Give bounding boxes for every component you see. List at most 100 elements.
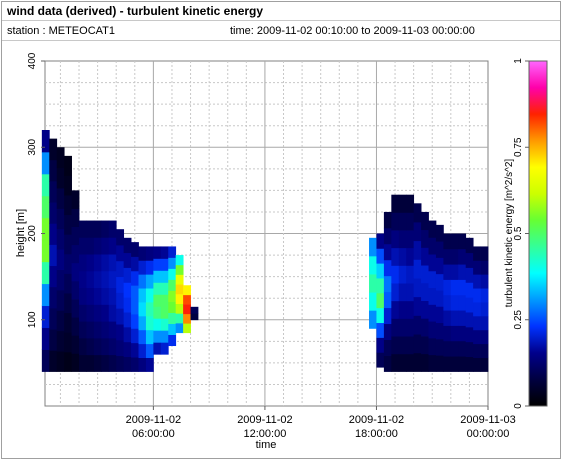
heatmap-cell	[450, 294, 459, 311]
heatmap-cell	[443, 356, 452, 372]
heatmap-cell	[450, 340, 459, 357]
heatmap-cell	[56, 208, 65, 230]
heatmap-cell	[421, 353, 429, 372]
heatmap-cell	[376, 352, 385, 368]
heatmap-cell	[458, 264, 467, 280]
heatmap-cell	[123, 356, 132, 372]
heatmap-cell	[86, 337, 95, 356]
heatmap-cell	[56, 310, 65, 332]
heatmap-cell	[435, 241, 444, 258]
heatmap-cell	[435, 273, 444, 291]
heatmap-cell	[79, 270, 87, 289]
heatmap-cell	[101, 237, 110, 255]
heatmap-cell	[369, 255, 377, 275]
heatmap-cell	[406, 283, 415, 302]
heatmap-cell	[183, 313, 191, 324]
heatmap-cell	[435, 290, 444, 307]
heatmap-cell	[175, 284, 184, 295]
heatmap-cell	[160, 306, 169, 319]
heatmap-cell	[421, 300, 429, 319]
heatmap-cell	[123, 282, 132, 298]
heatmap-cell	[101, 321, 110, 339]
heatmap-cell	[406, 318, 415, 337]
heatmap-cell	[450, 279, 459, 296]
heatmap-cell	[473, 260, 481, 275]
heatmap-cell	[123, 267, 132, 283]
heatmap-cell	[168, 312, 177, 324]
heatmap-cell	[376, 233, 385, 249]
heatmap-cell	[413, 259, 422, 279]
heatmap-cell	[398, 265, 407, 284]
heatmap-cell	[376, 307, 385, 324]
x-axis-label: time	[256, 439, 277, 451]
heatmap-cell	[421, 318, 429, 337]
heatmap-cell	[160, 282, 169, 295]
heatmap-cell	[160, 342, 169, 355]
heatmap-cell	[86, 354, 95, 372]
heatmap-cell	[398, 230, 407, 249]
heatmap-cell	[131, 242, 139, 257]
heatmap-cell	[123, 341, 132, 358]
heatmap-cell	[413, 240, 422, 260]
heatmap-cell	[443, 340, 452, 357]
heatmap-cell	[428, 321, 437, 339]
heatmap-cell	[64, 214, 72, 235]
heatmap-cell	[49, 138, 58, 161]
heatmap-cell	[86, 304, 95, 322]
heatmap-cell	[183, 285, 191, 296]
heatmap-cell	[435, 338, 444, 356]
heatmap-cell	[108, 270, 117, 289]
heatmap-cell	[116, 324, 125, 341]
heatmap-cell	[465, 282, 474, 298]
heatmap-cell	[64, 351, 72, 372]
heatmap-cell	[138, 302, 147, 317]
heatmap-cell	[175, 322, 184, 334]
heatmap-cell	[369, 310, 377, 329]
heatmap-cell	[406, 212, 415, 231]
heatmap-cell	[49, 223, 58, 245]
heatmap-cell	[473, 246, 481, 261]
heatmap-cell	[79, 287, 87, 305]
colorbar-label: turbulent kinetic energy [m^2/s^2]	[504, 159, 515, 308]
heatmap-cell	[435, 224, 444, 242]
heatmap-cell	[160, 294, 169, 307]
heatmap-cell	[41, 151, 50, 175]
heatmap-cell	[473, 329, 481, 345]
heatmap-cell	[153, 342, 162, 355]
y-tick-label: 200	[27, 225, 38, 242]
heatmap-cell	[421, 282, 429, 301]
colorbar-tick-label: 0	[513, 403, 524, 409]
y-tick-label: 400	[27, 52, 38, 69]
heatmap-cell	[108, 321, 117, 339]
heatmap-cell	[79, 304, 87, 322]
heatmap-cell	[376, 263, 385, 279]
heatmap-cell	[480, 302, 489, 317]
heatmap-cell	[108, 220, 117, 238]
heatmap-cell	[443, 233, 452, 250]
heatmap-cell	[443, 264, 452, 280]
heatmap-cell	[71, 317, 80, 336]
heatmap-cell	[428, 270, 437, 289]
heatmap-cell	[391, 247, 400, 266]
heatmap-cell	[406, 230, 415, 249]
heatmap-cell	[160, 258, 169, 271]
heatmap-cell	[383, 211, 392, 229]
heatmap-cell	[138, 357, 147, 372]
heatmap-cell	[93, 237, 102, 255]
heatmap-cell	[450, 264, 459, 280]
heatmap-cell	[108, 287, 117, 305]
heatmap-cell	[93, 220, 102, 238]
heatmap-cell	[450, 233, 459, 250]
heatmap-cell	[175, 264, 184, 275]
time-range-label: time: 2009-11-02 00:10:00 to 2009-11-03 …	[230, 25, 475, 37]
heatmap-cell	[79, 354, 87, 372]
heatmap-cell	[369, 237, 377, 257]
heatmap-cell	[435, 355, 444, 372]
heatmap-cell	[79, 254, 87, 272]
heatmap-cell	[153, 258, 162, 271]
heatmap-cell	[376, 292, 385, 309]
heatmap-cell	[71, 244, 80, 264]
heatmap-cell	[153, 330, 162, 343]
heatmap-cell	[138, 260, 147, 275]
